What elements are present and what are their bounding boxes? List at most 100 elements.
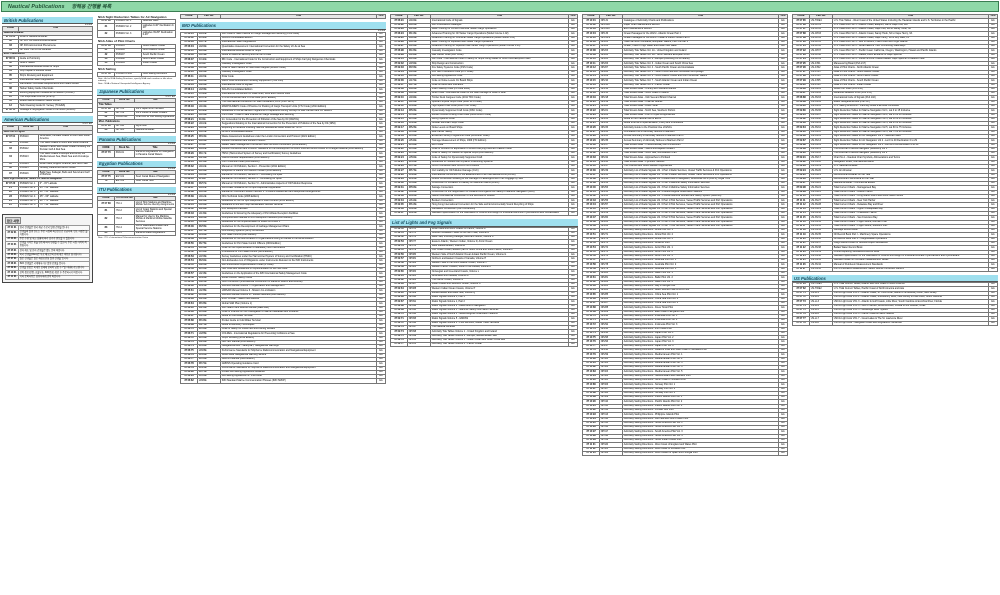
table-japanese-publications: CODE Book No. Title Tide Tables 37 07 60 N… [97, 97, 176, 134]
cell-code[interactable]: 37 07 70 [97, 149, 115, 158]
cell-code[interactable]: 37 07 01 [2, 133, 19, 142]
column-6: CODE Part No. Title Unit 37 07 85 US-TIDE… [790, 13, 1000, 327]
th-unit: Unit [778, 13, 788, 20]
table-row[interactable]: 37 11 27 US-NV43 ASTM Petroleum Measuremen… [792, 266, 998, 273]
table-row[interactable]: 81 ITU-2 List of Coast Stations and Specia… [97, 207, 176, 216]
cell-code[interactable]: 37 07 50 [97, 71, 115, 78]
table-row[interactable]: 04 PUB113 The West Coasts of Europe and Af… [2, 152, 93, 163]
cell-code[interactable]: 37 09 77 [390, 342, 408, 348]
table-row[interactable]: 37 07 30 PUB249 Vol. 1 Selected Stars [97, 19, 176, 25]
table-row[interactable]: 31 PUB249 Vol. 2 Latitudes 0-40° Declinati… [97, 23, 176, 32]
page-banner: Nautical Publications 항해용 간행물 목록 [1, 1, 999, 12]
cell-code[interactable]: 82 [97, 214, 115, 226]
table-imo-header: CODE Part No. Title Unit [180, 13, 386, 20]
table-imo-cont: CODE Part No. Title Unit 37 08 91 IA400E I… [390, 13, 578, 217]
table-admiralty-publications: CODE Part No. Title Unit 37 10 01 NP131 Ca… [582, 13, 788, 457]
table-row[interactable]: 37 07 50 PUB120 to 200 NGA Sailing Directi… [97, 71, 176, 78]
table-row[interactable]: 02 PUB111 The West Coasts of North and Sou… [2, 140, 93, 147]
table-row[interactable]: 84 ITU-5 Maritime Radio Regulations [97, 230, 176, 237]
cell-code[interactable]: 32 [97, 30, 115, 39]
table-row[interactable]: 37 07 78 US-LL8 USCG Light Lists - Navigat… [792, 320, 998, 327]
cell-code[interactable]: 37 06 15 [2, 107, 19, 113]
cell-code[interactable]: 03 [2, 145, 19, 153]
tbody-pilot-charts: 37 07 40 PUB105 South Atlantic Ocean 41 PUB1… [97, 43, 176, 67]
table-row[interactable]: 37 09 37 IB625E Standard Specification for… [390, 211, 578, 217]
table-us-coast-pilots: CODE Part No. Title Unit 37 07 85 US-TIDE… [792, 13, 998, 273]
tbody-imo-cont: 37 08 91 IA400E International Code of Sign… [390, 18, 578, 217]
section-japanese-publications: Japanese Publications [97, 88, 176, 96]
table-row[interactable]: 37 10 29 NP236 Annual Summary of Admiralty… [582, 138, 788, 144]
note-nga-sailing: Note : As for NGA Sailing Directions, sp… [98, 78, 173, 83]
cell-code[interactable]: 37 11 03 [582, 450, 600, 457]
table-american-publications: CODE Book No. Title NGA List of Lights 37… [2, 125, 93, 209]
section-air-navigation: NGA Sight Reduction Tables for Air Navig… [98, 14, 167, 19]
table-row[interactable]: 03 PUB112 Western Pacific and Indian Ocean… [2, 145, 93, 153]
note-code: 37 04 01 [5, 241, 19, 250]
table-row[interactable]: 83 ITU-4 List of Radiodetermination and Sp… [97, 224, 176, 233]
table-nga-sailing: 37 07 50 PUB120 to 200 NGA Sailing Directi… [97, 71, 176, 78]
cell-title: Suez Canal Tariff [134, 178, 176, 184]
cell-title: Latitudes 0-40° Declination 0-29° [141, 23, 176, 32]
cell-code[interactable]: 37 09 37 [390, 211, 408, 217]
cell-ref-no: PUB110 [18, 133, 39, 142]
cell-code[interactable]: 31 [97, 23, 115, 32]
table-notes: 37 01 01 영국 간행물은 영국 해군 수로국 발행 간행물 입니다. 37 … [5, 225, 90, 281]
table-row[interactable]: 06 PUB115 Norway, Iceland and Arctic Ocean [2, 165, 93, 172]
cell-code[interactable]: 37 07 80 [97, 200, 115, 209]
cell-title: Latitudes 39-89° Declination 0-29° [141, 30, 176, 39]
table-row[interactable]: 37 09 76 NP100 Admiralty Tide Tables Volum… [390, 337, 578, 344]
cell-code[interactable]: 37 07 78 [792, 320, 810, 327]
cell-code[interactable]: 81 [97, 207, 115, 216]
table-row[interactable]: 07 PUB116 Baltic Sea, Kattegat, Belts and … [2, 170, 93, 179]
cell-code[interactable]: 25 [2, 202, 19, 209]
table-row[interactable]: 37 08 23 IA114E Reporting of Incidents Inv… [180, 125, 386, 132]
table-row[interactable]: 37 06 15 Stowage & Segregation Guide to t… [2, 107, 93, 113]
note-row: 37 01 01 영국 간행물은 영국 해군 수로국 발행 간행물 입니다. [5, 225, 90, 231]
cell-unit: EA [988, 266, 998, 273]
table-row[interactable]: 37 11 03 NP322 Admiralty Sailing Direction… [582, 450, 788, 457]
cell-code[interactable]: 76 [97, 178, 115, 184]
cell-code[interactable]: 84 [97, 230, 115, 237]
tbody-british: Nautical Almanac 37 01 01 Brown's Nautical… [2, 30, 93, 113]
table-pilot-charts: 37 07 40 PUB105 South Atlantic Ocean 41 PUB1… [97, 43, 176, 67]
table-row[interactable]: 37 07 80 ITU-1 List of Ship Stations and M… [97, 200, 176, 209]
cell-title: Maritime Regulations for Navigation in P… [134, 149, 176, 158]
table-row[interactable]: 76 EGY-02 Suez Canal Tariff [97, 178, 176, 184]
cell-title: USCG Light Lists - Navigation Rules and … [832, 320, 989, 327]
table-row[interactable]: 37 09 97 US-NV23 Nautical Almanac - Commer… [792, 181, 998, 187]
unit-note-itu: unit Ea [167, 194, 175, 197]
table-row[interactable]: 66 No. 601 Nautical Almanac [97, 127, 176, 134]
section-us-publications: US Publications [792, 274, 998, 283]
table-egyptian-publications: CODE Book No. Title 37 07 75 EGY-01 Suez C… [97, 169, 176, 184]
table-row[interactable]: 25 PUB229 Vol. 6 75° - 90° Latitude [2, 202, 93, 209]
table-row[interactable]: 37 08 82 IA380E IMO Standard Marine Commun… [180, 378, 386, 384]
unit-note-panama: unit Ea [167, 143, 175, 146]
tbody-notes: 37 01 01 영국 간행물은 영국 해군 수로국 발행 간행물 입니다. 37 … [5, 225, 90, 281]
table-row[interactable]: 82 ITU-3 Manual for Use by the Maritime Mo… [97, 214, 176, 226]
tbody-us-coast-pilots: 37 07 85 US-TIDE4 U.S. Tide Tables - West … [792, 18, 998, 273]
cell-ref-no: ITU-1 [114, 200, 135, 209]
table-row[interactable]: 44 PUB109 Indian Ocean [97, 60, 176, 67]
cell-code[interactable]: 07 [2, 170, 19, 179]
note-itu: Note : ITU = International Telecommunica… [98, 237, 149, 240]
tbody-panama: 37 07 70 PAN-01 Maritime Regulations for N… [97, 149, 176, 158]
note-box-title: 참고 사항 [5, 217, 21, 225]
note-text: 간행물의 발행 연도는 주문 시점의 최신판으로 공급되며, 연도 지정은 불가… [18, 229, 90, 238]
unit-note-british: unit Ea [84, 24, 92, 27]
cell-code[interactable]: 44 [97, 60, 115, 67]
th-title: Title [18, 26, 93, 32]
cell-code[interactable]: 37 08 82 [180, 378, 198, 384]
table-row[interactable]: 37 11 02 NP321 Admiralty Sailing Direction… [582, 446, 788, 452]
tbody-admiralty: 37 10 01 NP131 Catalogue of Admiralty Char… [582, 18, 788, 457]
cell-ref-no: PAN-01 [114, 149, 135, 158]
cell-code[interactable]: 83 [97, 224, 115, 233]
cell-title: The West Coasts of Europe and Africa, th… [38, 152, 93, 163]
cell-ref-no: IB625E [407, 211, 431, 217]
cell-code[interactable]: 66 [97, 127, 115, 134]
table-row[interactable]: 37 09 77 NP101 Admiralty Tide Tables Volum… [390, 342, 578, 348]
table-row[interactable]: 37 07 70 PAN-01 Maritime Regulations for N… [97, 149, 176, 158]
table-row[interactable]: 32 PUB249 Vol. 3 Latitudes 39-89° Declinat… [97, 30, 176, 39]
table-row[interactable]: 37 07 01 PUB110 Greenland, the East Coasts… [2, 133, 93, 142]
cell-code[interactable]: 04 [2, 152, 19, 163]
cell-code[interactable]: 37 11 27 [792, 266, 810, 273]
